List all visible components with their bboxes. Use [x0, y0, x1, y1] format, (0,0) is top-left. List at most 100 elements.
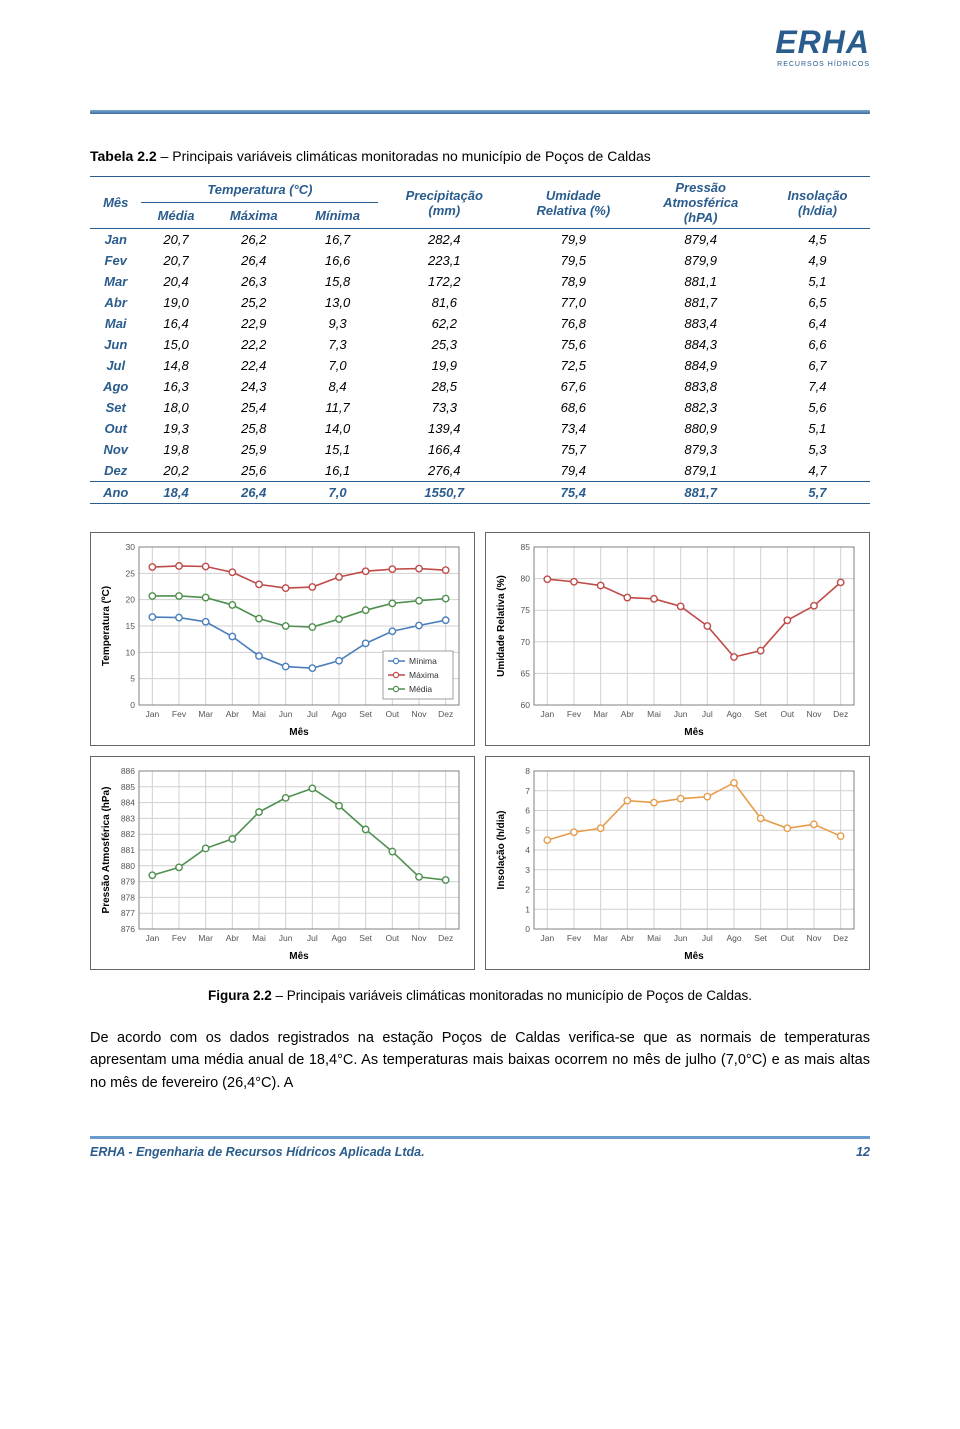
svg-text:Set: Set [359, 933, 372, 943]
table-cell: 26,3 [211, 271, 297, 292]
table-cell: 73,4 [510, 418, 636, 439]
table-cell: 79,9 [510, 229, 636, 251]
figure-caption-rest: – Principais variáveis climáticas monito… [272, 988, 752, 1003]
svg-text:25: 25 [126, 568, 136, 578]
table-cell: 14,8 [141, 355, 210, 376]
svg-text:30: 30 [126, 542, 136, 552]
th-pressao: Pressão Atmosférica (hPA) [636, 177, 764, 229]
footer-page-number: 12 [856, 1145, 870, 1159]
table-cell: 881,7 [636, 482, 764, 504]
table-cell: 15,1 [297, 439, 379, 460]
svg-text:885: 885 [121, 782, 135, 792]
svg-text:20: 20 [126, 595, 136, 605]
svg-text:Jun: Jun [279, 933, 293, 943]
table-cell: 6,4 [765, 313, 870, 334]
svg-text:877: 877 [121, 908, 135, 918]
chart-humidity: 606570758085JanFevMarAbrMaiJunJulAgoSetO… [485, 532, 870, 746]
svg-text:5: 5 [130, 674, 135, 684]
body-paragraph: De acordo com os dados registrados na es… [90, 1027, 870, 1094]
svg-text:Set: Set [754, 933, 767, 943]
figure-caption: Figura 2.2 – Principais variáveis climát… [90, 988, 870, 1003]
table-cell: 25,2 [211, 292, 297, 313]
table-cell: 16,1 [297, 460, 379, 482]
charts-grid: 051015202530JanFevMarAbrMaiJunJulAgoSetO… [90, 532, 870, 970]
th-umidade: Umidade Relativa (%) [510, 177, 636, 229]
table-cell: 7,3 [297, 334, 379, 355]
svg-text:Ago: Ago [726, 709, 741, 719]
table-cell: 223,1 [378, 250, 510, 271]
table-cell: 79,4 [510, 460, 636, 482]
table-cell: 79,5 [510, 250, 636, 271]
header-rule [90, 110, 870, 114]
table-cell: 884,9 [636, 355, 764, 376]
table-cell: 14,0 [297, 418, 379, 439]
svg-text:Abr: Abr [226, 709, 239, 719]
svg-text:884: 884 [121, 798, 135, 808]
svg-text:Mar: Mar [593, 709, 608, 719]
table-cell: Ano [90, 482, 141, 504]
table-cell: 75,4 [510, 482, 636, 504]
table-cell: 884,3 [636, 334, 764, 355]
svg-text:Mar: Mar [198, 709, 213, 719]
svg-text:Fev: Fev [172, 933, 187, 943]
table-cell: 25,6 [211, 460, 297, 482]
climate-table: Mês Temperatura (°C) Precipitação (mm) U… [90, 176, 870, 504]
svg-text:10: 10 [126, 647, 136, 657]
th-minima: Mínima [297, 203, 379, 229]
svg-text:Jun: Jun [279, 709, 293, 719]
chart-temperature: 051015202530JanFevMarAbrMaiJunJulAgoSetO… [90, 532, 475, 746]
th-precip: Precipitação (mm) [378, 177, 510, 229]
svg-text:Pressão Atmosférica (hPa): Pressão Atmosférica (hPa) [101, 787, 112, 914]
table-cell: Jun [90, 334, 141, 355]
footer: ERHA - Engenharia de Recursos Hídricos A… [90, 1136, 870, 1159]
svg-text:Abr: Abr [226, 933, 239, 943]
table-cell: 16,6 [297, 250, 379, 271]
table-row: Jun15,022,27,325,375,6884,36,6 [90, 334, 870, 355]
svg-text:Mai: Mai [252, 933, 266, 943]
table-cell: 22,4 [211, 355, 297, 376]
svg-text:Jul: Jul [702, 933, 713, 943]
table-cell: 6,6 [765, 334, 870, 355]
table-cell: 81,6 [378, 292, 510, 313]
svg-text:Ago: Ago [331, 933, 346, 943]
table-cell: 72,5 [510, 355, 636, 376]
table-row: Ago16,324,38,428,567,6883,87,4 [90, 376, 870, 397]
table-cell: 4,7 [765, 460, 870, 482]
svg-text:Mês: Mês [684, 727, 704, 738]
table-cell: 15,0 [141, 334, 210, 355]
svg-text:Mar: Mar [198, 933, 213, 943]
svg-text:Máxima: Máxima [409, 670, 439, 680]
svg-text:Mês: Mês [289, 951, 309, 962]
svg-text:Fev: Fev [172, 709, 187, 719]
svg-text:Dez: Dez [438, 933, 453, 943]
table-cell: 75,7 [510, 439, 636, 460]
table-cell: 68,6 [510, 397, 636, 418]
table-cell: 19,8 [141, 439, 210, 460]
table-cell: 880,9 [636, 418, 764, 439]
table-cell: 67,6 [510, 376, 636, 397]
table-row: Jul14,822,47,019,972,5884,96,7 [90, 355, 870, 376]
svg-text:881: 881 [121, 845, 135, 855]
table-cell: Fev [90, 250, 141, 271]
svg-text:879: 879 [121, 877, 135, 887]
table-cell: 1550,7 [378, 482, 510, 504]
svg-text:Mês: Mês [289, 727, 309, 738]
th-media: Média [141, 203, 210, 229]
table-cell: 879,4 [636, 229, 764, 251]
table-cell: Set [90, 397, 141, 418]
svg-text:Set: Set [359, 709, 372, 719]
svg-text:Dez: Dez [833, 709, 848, 719]
table-row: Nov19,825,915,1166,475,7879,35,3 [90, 439, 870, 460]
table-cell: 7,0 [297, 355, 379, 376]
svg-text:8: 8 [525, 766, 530, 776]
table-cell: 11,7 [297, 397, 379, 418]
svg-text:878: 878 [121, 892, 135, 902]
svg-text:Umidade Relativa (%): Umidade Relativa (%) [496, 575, 507, 677]
svg-text:Fev: Fev [567, 709, 582, 719]
table-cell: 7,4 [765, 376, 870, 397]
svg-text:Jan: Jan [145, 709, 159, 719]
svg-text:Mar: Mar [593, 933, 608, 943]
table-cell: 78,9 [510, 271, 636, 292]
chart-insolation: 012345678JanFevMarAbrMaiJunJulAgoSetOutN… [485, 756, 870, 970]
svg-text:Dez: Dez [833, 933, 848, 943]
